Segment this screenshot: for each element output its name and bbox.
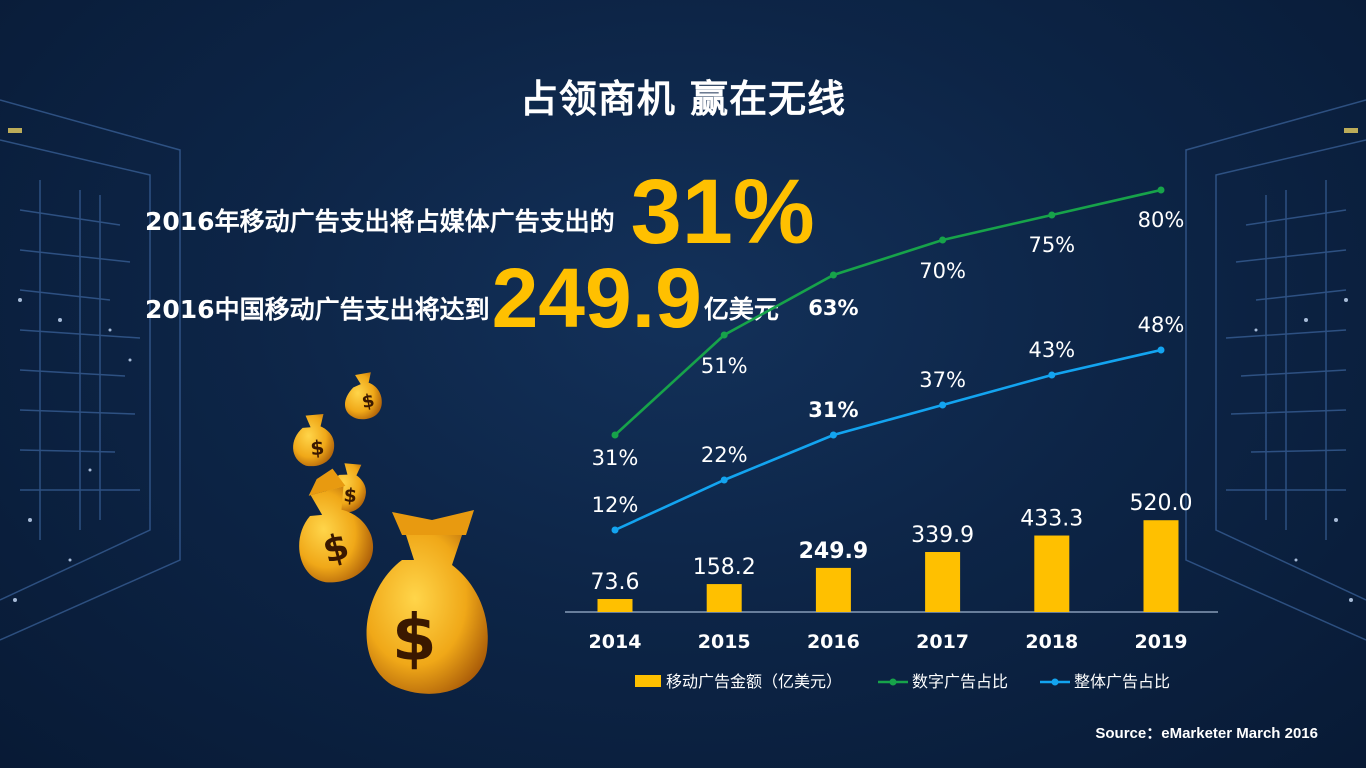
bar-label-2019: 520.0 — [1130, 491, 1193, 516]
digital-share-label-2017: 70% — [919, 259, 966, 283]
overall-share-label-2014: 12% — [592, 493, 639, 517]
overall-share-label-2016: 31% — [808, 398, 858, 422]
x-tick-2016: 2016 — [807, 631, 860, 653]
bar-2016 — [815, 567, 851, 612]
digital-share-label-2018: 75% — [1028, 233, 1075, 257]
digital-share-label-2016: 63% — [808, 296, 858, 320]
digital-share-label-2019: 80% — [1138, 208, 1185, 232]
digital-share-label-2014: 31% — [592, 446, 639, 470]
headline-mobile-share-value: 31% — [630, 161, 815, 263]
digital-share-point-2014 — [611, 431, 619, 439]
bar-2015 — [706, 584, 742, 612]
digital-share-line — [614, 188, 1162, 436]
svg-text:$: $ — [343, 484, 358, 507]
legend-marker-digital-share — [889, 678, 897, 686]
headline-mobile-share-text: 2016年移动广告支出将占媒体广告支出的 — [145, 207, 615, 236]
legend-swatch-bar — [635, 675, 661, 687]
money-bag-small-2: $ — [293, 414, 335, 467]
headline-mobile-spend-text: 2016中国移动广告支出将达到 — [145, 295, 490, 324]
overall-share-label-2018: 43% — [1028, 338, 1075, 362]
circuit-decoration-right — [1185, 99, 1366, 641]
legend-label-overall-share: 整体广告占比 — [1074, 672, 1170, 691]
digital-share-point-2016 — [829, 271, 837, 279]
page-title: 占领商机 赢在无线 — [519, 77, 847, 121]
svg-text:$: $ — [309, 435, 325, 460]
x-tick-2015: 2015 — [698, 631, 751, 653]
overall-share-point-2019 — [1157, 346, 1165, 354]
digital-share-point-2018 — [1048, 211, 1056, 219]
bar-label-2014: 73.6 — [591, 570, 640, 595]
overall-share-label-2015: 22% — [701, 443, 748, 467]
bar-2014 — [597, 599, 633, 612]
bar-2019 — [1143, 520, 1179, 612]
bar-label-2016: 249.9 — [799, 539, 869, 564]
svg-text:$: $ — [360, 390, 376, 413]
x-tick-2014: 2014 — [589, 631, 642, 653]
overall-share-label-2019: 48% — [1138, 313, 1185, 337]
overall-share-point-2015 — [720, 476, 728, 484]
money-bag-medium: $ — [299, 468, 373, 583]
digital-share-point-2019 — [1157, 186, 1165, 194]
overall-share-point-2017 — [939, 401, 947, 409]
circuit-decoration-left — [0, 99, 181, 641]
legend-label-bar: 移动广告金额（亿美元） — [666, 672, 842, 691]
digital-share-point-2017 — [939, 236, 947, 244]
overall-share-point-2018 — [1048, 371, 1056, 379]
legend-label-digital-share: 数字广告占比 — [912, 672, 1008, 691]
headline-mobile-spend-value: 249.9 — [491, 251, 702, 345]
bar-label-2018: 433.3 — [1020, 507, 1083, 532]
headline-mobile-spend: 2016中国移动广告支出将达到 249.9 亿美元 — [145, 251, 779, 345]
bar-2018 — [1034, 535, 1070, 612]
bar-label-2017: 339.9 — [911, 523, 974, 548]
headline-mobile-share: 2016年移动广告支出将占媒体广告支出的 31% — [145, 158, 815, 258]
money-bag-small-1: $ — [345, 372, 382, 420]
bar-2017 — [925, 552, 961, 612]
legend-marker-overall-share — [1051, 678, 1059, 686]
bar-label-2015: 158.2 — [693, 555, 756, 580]
money-bag-large: $ — [366, 510, 488, 694]
x-tick-2019: 2019 — [1135, 631, 1188, 653]
svg-text:$: $ — [392, 602, 437, 676]
overall-share-point-2014 — [611, 526, 619, 534]
overall-share-label-2017: 37% — [919, 368, 966, 392]
overall-share-line — [614, 348, 1162, 532]
x-tick-2017: 2017 — [916, 631, 969, 653]
overall-share-point-2016 — [829, 431, 837, 439]
source-note: Source：eMarketer March 2016 — [1095, 725, 1318, 742]
headline-mobile-spend-unit: 亿美元 — [703, 295, 779, 324]
digital-share-label-2015: 51% — [701, 354, 748, 378]
money-bags-illustration: $ $ $ $ $ — [293, 372, 488, 694]
digital-share-point-2015 — [720, 331, 728, 339]
x-tick-2018: 2018 — [1025, 631, 1078, 653]
